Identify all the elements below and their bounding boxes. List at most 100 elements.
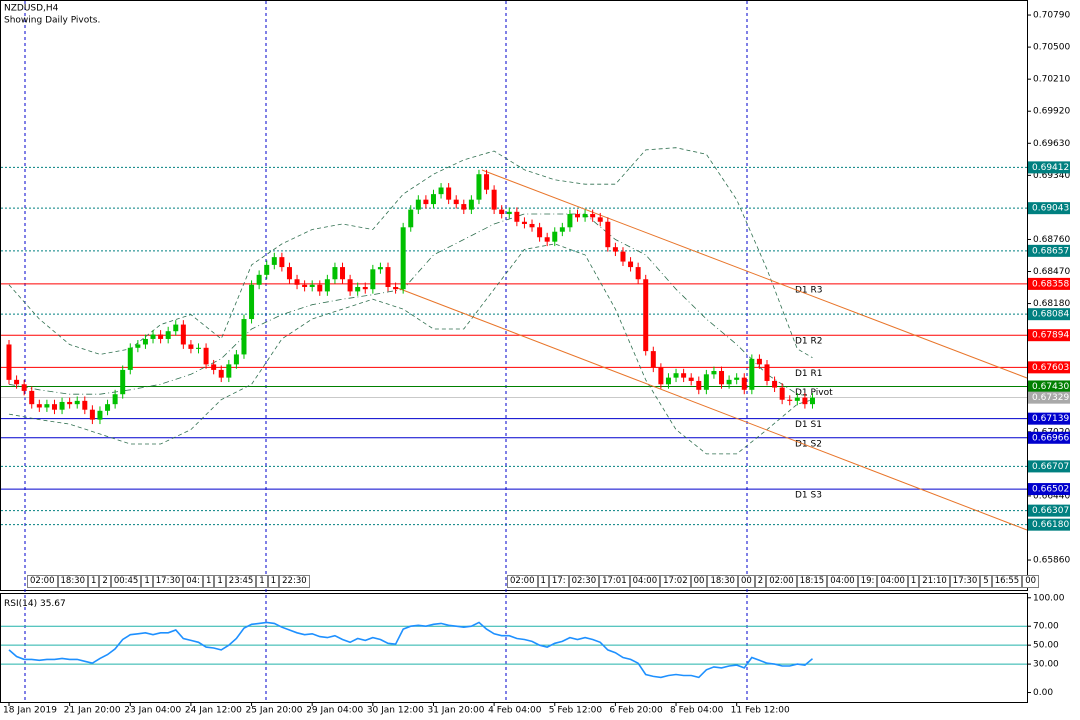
time-tags: 02:00 18:30 1 2 00:45 1 17:30 04: 1 1 23:45 1 1 22:30 [27, 575, 310, 588]
pivot-box [1028, 412, 1070, 425]
x-tick-label: 24 Jan 12:00 [185, 706, 242, 716]
time-tag: 1 [141, 575, 153, 588]
time-tag: 16:55 [991, 575, 1023, 588]
x-tick-label: 18 Jan 2019 [3, 706, 57, 716]
candle-body [802, 397, 808, 405]
candle-body [165, 331, 171, 339]
level-label: 0.68657 [1032, 246, 1069, 256]
y-tick-label: 0.70790 [1033, 11, 1070, 21]
candle-body [120, 369, 126, 395]
time-tag: 04:00 [629, 575, 661, 588]
candle-body [468, 199, 474, 210]
pivot-label: 0.66966 [1032, 433, 1069, 443]
candle-body [484, 174, 490, 190]
candle-body [105, 404, 111, 411]
candle-body [188, 344, 194, 349]
pivot-box [1028, 380, 1070, 393]
candle-body [643, 279, 649, 352]
candle-body [294, 279, 300, 285]
x-tick-label: 30 Jan 12:00 [367, 706, 424, 716]
candle-body [772, 380, 778, 388]
time-tag: 00 [690, 575, 708, 588]
x-tick-label: 5 Feb 12:00 [549, 706, 603, 716]
candle-body [688, 377, 694, 381]
pivot-box [1028, 361, 1070, 374]
candle-body [271, 257, 277, 265]
time-tag: 17:01 [599, 575, 630, 588]
y-tick-label: 0.68470 [1033, 267, 1070, 277]
trendlines [394, 169, 1028, 531]
candle-body [82, 400, 88, 410]
candle-body [779, 387, 785, 400]
candle-body [529, 223, 535, 228]
pivot-label: 0.67894 [1032, 331, 1069, 341]
candle-body [135, 344, 141, 348]
candle-body [302, 284, 308, 287]
candle-body [749, 358, 755, 390]
level-label: 0.66707 [1032, 462, 1069, 472]
time-tag: 02:30 [568, 575, 600, 588]
candle-body [696, 380, 702, 390]
pivot-name: D1 R1 [795, 369, 823, 379]
level-label: 0.66180 [1032, 520, 1069, 530]
time-tag: 04:00 [877, 575, 908, 588]
candle-body [514, 211, 520, 222]
candle-body [332, 267, 338, 280]
candle-body [453, 199, 459, 205]
x-tick-label: 11 Feb 12:00 [731, 706, 790, 716]
trendline [481, 169, 1028, 379]
level-box [1028, 161, 1070, 174]
candle-body [21, 384, 27, 391]
x-tick-label: 21 Jan 20:00 [64, 706, 121, 716]
time-tag: 02:00 [766, 575, 797, 588]
rsi-tick-label: 50.00 [1033, 641, 1059, 651]
candle-body [552, 231, 558, 242]
pivot-box [1028, 277, 1070, 290]
candle-body [499, 209, 505, 215]
candle-body [582, 214, 588, 218]
band-line [8, 243, 813, 455]
level-label: 0.68084 [1032, 310, 1069, 320]
candle-body [628, 261, 634, 268]
candle-body [44, 404, 50, 408]
candle-body [180, 324, 186, 345]
y-tick-label: 0.65860 [1033, 556, 1070, 566]
candle-body [112, 394, 118, 405]
level-label: 0.69043 [1032, 204, 1069, 214]
candle-body [226, 364, 232, 378]
candle-body [703, 374, 709, 390]
y-tick-label: 0.70500 [1033, 43, 1070, 53]
candle-body [29, 390, 35, 405]
candle-body [324, 279, 330, 292]
candle-body [158, 334, 164, 339]
rsi-name: RSI(14) [4, 599, 37, 609]
level-box [1028, 504, 1070, 517]
candle-body [787, 399, 793, 401]
candle-body [681, 373, 687, 378]
candle-body [673, 373, 679, 378]
pivot-name: D1 S1 [795, 420, 822, 430]
candle-body [711, 371, 717, 375]
candle-body [355, 286, 361, 292]
pivot-box [1028, 329, 1070, 342]
candle-body [385, 267, 391, 287]
level-box [1028, 202, 1070, 215]
candle-body [764, 364, 770, 381]
candle-body [173, 324, 179, 332]
pivot-label: 0.67603 [1032, 363, 1069, 373]
pivot-box [1028, 431, 1070, 444]
candle-body [597, 217, 603, 222]
candle-body [567, 214, 573, 228]
pivot-name: D1 S2 [795, 439, 822, 449]
candle-body [211, 364, 217, 370]
candle-body [370, 269, 376, 290]
pivot-name: D1 R2 [795, 337, 823, 347]
time-tags: 02:00 1 17: 02:30 17:01 04:00 17:02 00 18:30 00 2 0… [507, 575, 1040, 588]
candle-body [14, 379, 20, 385]
pivot-name: D1 R3 [795, 285, 823, 295]
time-tag: 00 [1022, 575, 1040, 588]
time-tag: 1 [907, 575, 920, 588]
candle-body [415, 199, 421, 210]
